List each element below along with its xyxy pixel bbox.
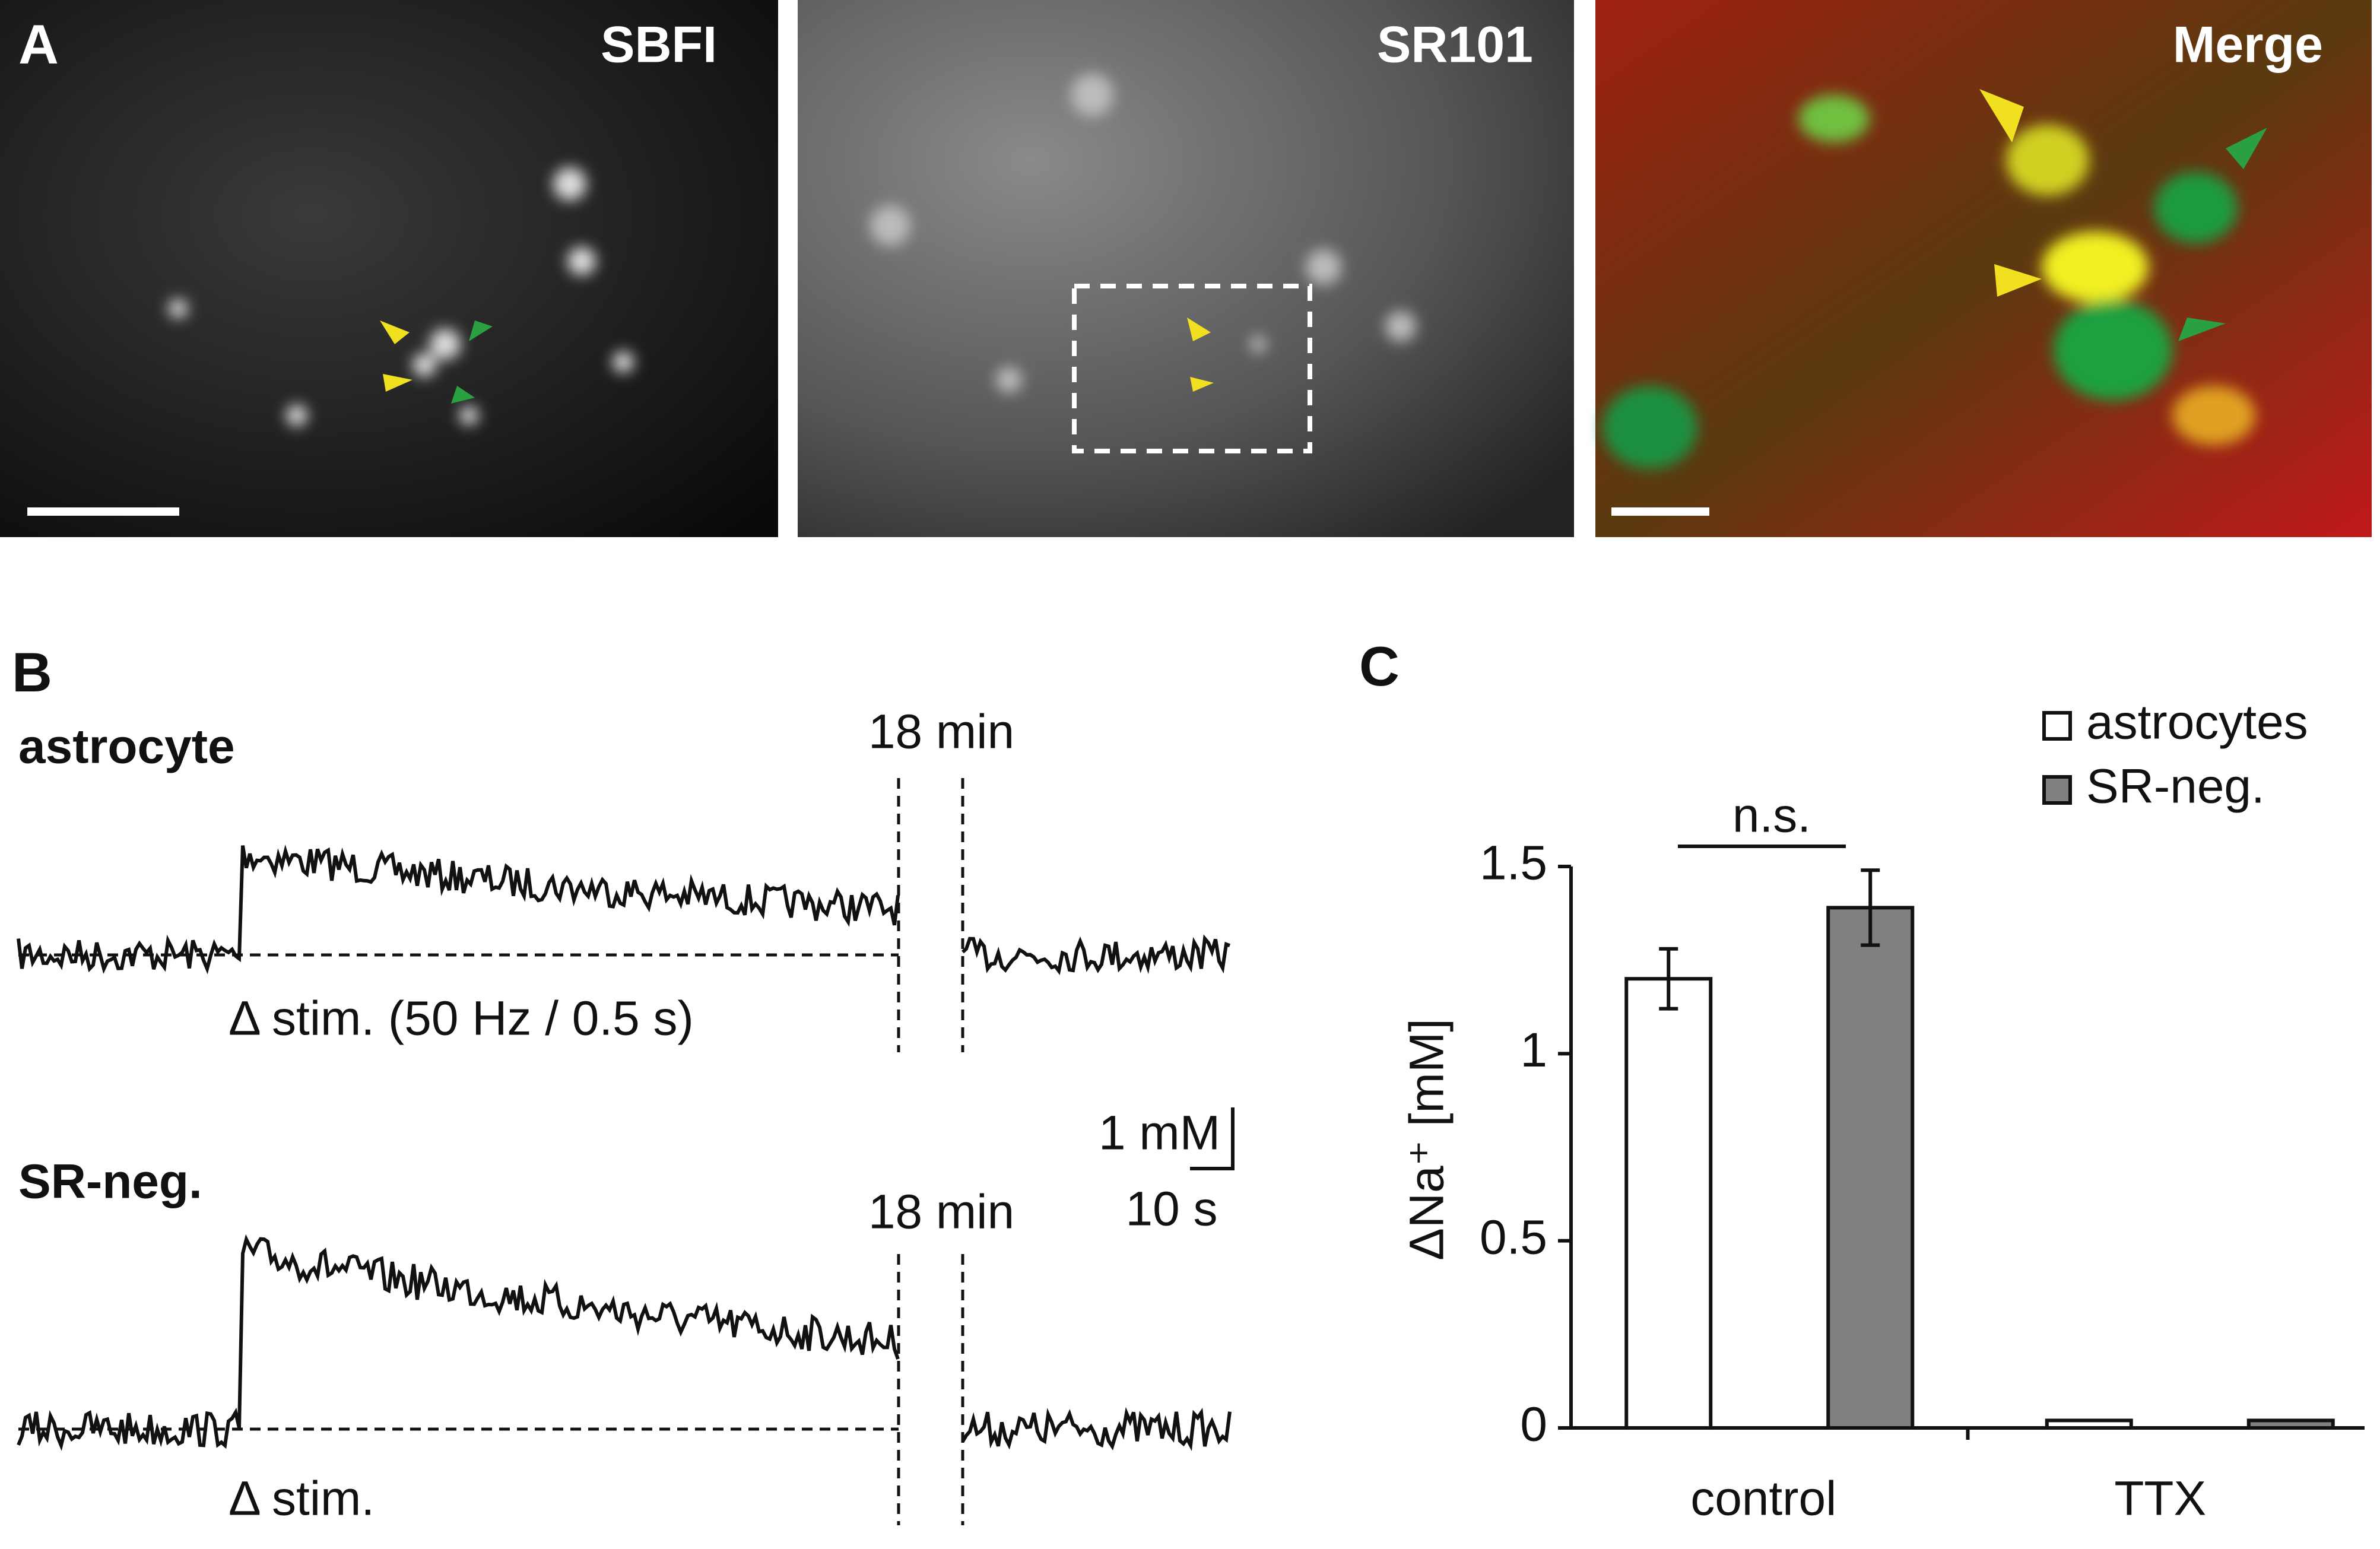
trace bbox=[17, 845, 1231, 976]
gap-label: 18 min bbox=[868, 1185, 1014, 1239]
y-axis-label: ΔNa⁺ [mM] bbox=[1400, 1018, 1454, 1261]
scale-label: 10 s bbox=[1126, 1182, 1218, 1236]
trace-label: SR-neg. bbox=[18, 1155, 202, 1209]
gap-label: 18 min bbox=[868, 705, 1014, 759]
image-label: SR101 bbox=[1377, 17, 1533, 74]
bar bbox=[2246, 1418, 2335, 1430]
y-tick-label: 1 bbox=[1520, 1023, 1547, 1077]
trace-label: astrocyte bbox=[18, 720, 235, 774]
image-sbfi bbox=[0, 0, 778, 537]
scale-label: 1 mM bbox=[1099, 1106, 1220, 1160]
bar bbox=[1624, 977, 1713, 1430]
legend-label: astrocytes bbox=[2086, 696, 2308, 750]
x-tick-label: TTX bbox=[2114, 1472, 2206, 1526]
panel-label: C bbox=[1359, 635, 1400, 697]
image-label: SBFI bbox=[601, 17, 717, 74]
y-tick-label: 0 bbox=[1520, 1398, 1547, 1452]
panel-label: B bbox=[12, 641, 52, 703]
legend-swatch bbox=[2042, 711, 2072, 741]
stim-label: Δ stim. (50 Hz / 0.5 s) bbox=[229, 992, 694, 1046]
legend-label: SR-neg. bbox=[2086, 760, 2265, 814]
error-bar bbox=[1659, 947, 1678, 1011]
bar bbox=[2045, 1418, 2133, 1430]
y-tick-label: 0.5 bbox=[1480, 1210, 1547, 1264]
annotation: n.s. bbox=[1732, 789, 1811, 843]
error-bar bbox=[1861, 868, 1880, 947]
stim-label: Δ stim. bbox=[229, 1472, 375, 1526]
scale-bar bbox=[1190, 1107, 1235, 1170]
image-sr101 bbox=[798, 0, 1574, 537]
image-label: Merge bbox=[2173, 17, 2323, 74]
image-merge bbox=[1595, 0, 2372, 537]
y-tick-label: 1.5 bbox=[1480, 836, 1547, 890]
x-tick-label: control bbox=[1690, 1472, 1836, 1526]
legend-swatch bbox=[2042, 775, 2072, 805]
panel-label: A bbox=[18, 13, 59, 75]
trace bbox=[17, 1234, 1232, 1452]
bar bbox=[1826, 906, 1915, 1430]
